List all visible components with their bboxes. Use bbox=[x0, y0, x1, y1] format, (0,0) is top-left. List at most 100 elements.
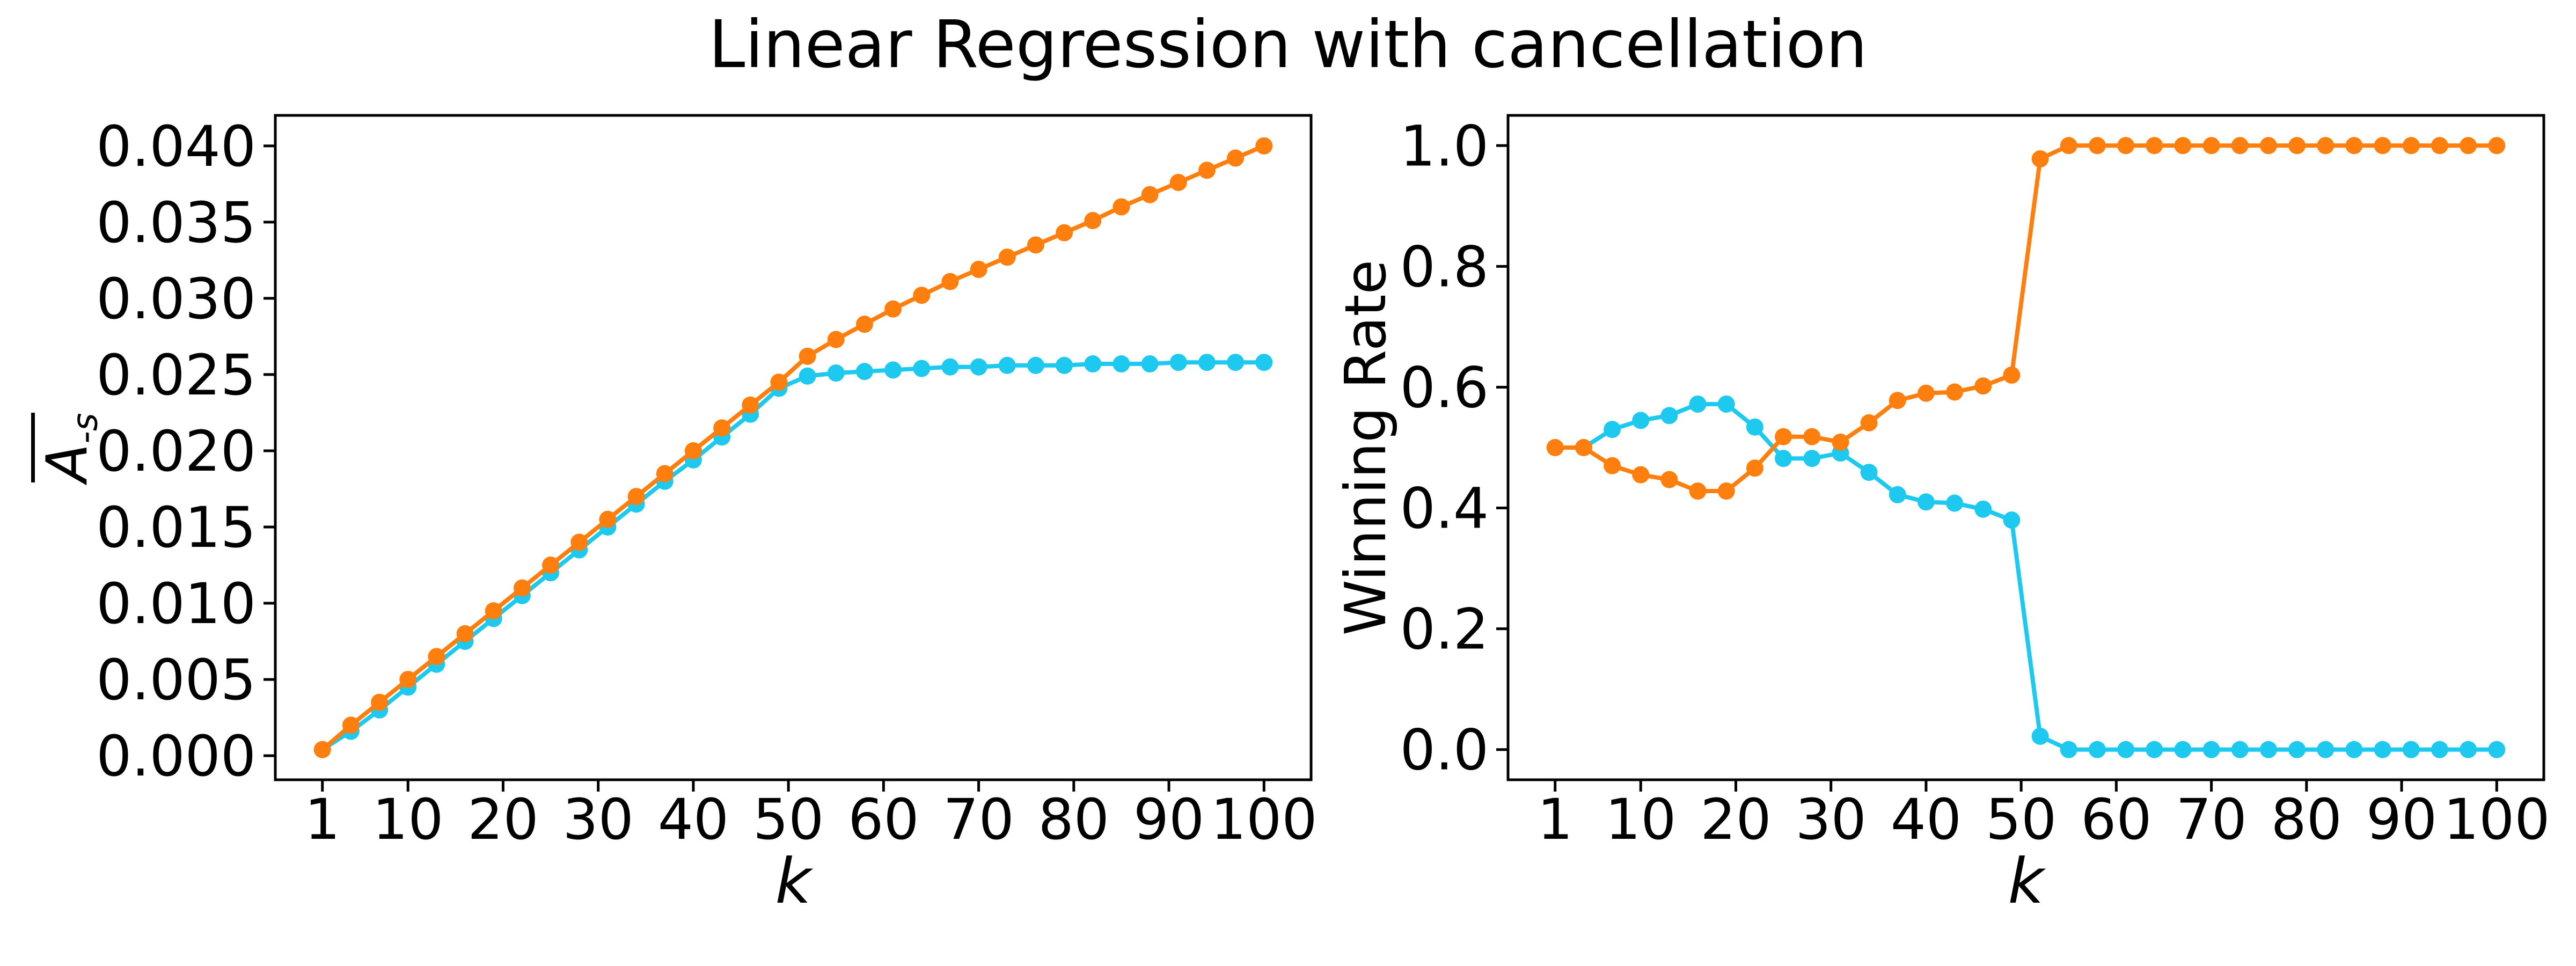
left-panel-y-tick-label: 0.025 bbox=[96, 342, 256, 408]
right-panel-point-cyan bbox=[1775, 450, 1792, 467]
right-panel-point-cyan bbox=[1632, 412, 1650, 429]
left-panel-x-tick-label: 40 bbox=[658, 787, 729, 852]
left-panel-y-tick-label: 0.015 bbox=[96, 495, 256, 560]
right-panel-point-orange bbox=[2117, 137, 2135, 155]
right-panel-y-tick-label: 0.6 bbox=[1400, 355, 1489, 420]
left-panel-x-tick-label: 90 bbox=[1133, 787, 1204, 852]
left-x-axis-label: k bbox=[775, 845, 811, 918]
right-panel-spines bbox=[1506, 114, 2545, 781]
left-panel-point-cyan bbox=[799, 367, 816, 385]
left-panel-x-tick-label: 80 bbox=[1038, 787, 1109, 852]
figure-title: Linear Regression with cancellation bbox=[708, 6, 1868, 83]
right-panel-x-tick-label: 30 bbox=[1796, 787, 1867, 852]
right-panel-point-orange bbox=[2374, 137, 2391, 155]
right-panel-point-cyan bbox=[2374, 741, 2391, 758]
right-panel-point-cyan bbox=[1717, 395, 1735, 413]
right-panel-point-orange bbox=[1660, 471, 1678, 488]
right-panel-point-orange bbox=[2259, 137, 2277, 155]
left-panel-point-orange bbox=[998, 248, 1016, 266]
left-panel-point-cyan bbox=[1056, 356, 1073, 374]
left-panel-point-orange bbox=[1198, 162, 1216, 179]
left-panel-point-orange bbox=[742, 396, 759, 414]
right-panel-x-tick-label: 80 bbox=[2271, 787, 2342, 852]
right-panel-point-cyan bbox=[2003, 511, 2021, 529]
left-panel-y-tick-label: 0.040 bbox=[96, 114, 256, 179]
left-panel-point-orange bbox=[1255, 137, 1273, 155]
left-panel-point-orange bbox=[1113, 198, 1130, 216]
left-panel-x-tick-label: 50 bbox=[753, 787, 824, 852]
left-panel-point-cyan bbox=[913, 360, 931, 377]
right-panel-point-cyan bbox=[1889, 486, 1906, 503]
right-panel-point-cyan bbox=[2345, 741, 2363, 758]
right-panel-point-orange bbox=[1889, 392, 1906, 409]
left-panel-x-tick-label: 70 bbox=[943, 787, 1014, 852]
right-panel-point-orange bbox=[2146, 137, 2163, 155]
right-panel-point-orange bbox=[2202, 137, 2220, 155]
right-panel-point-cyan bbox=[2117, 741, 2135, 758]
right-panel-point-cyan bbox=[1860, 464, 1878, 481]
left-panel-x-tick-label: 20 bbox=[467, 787, 538, 852]
left-panel-point-orange bbox=[371, 693, 389, 711]
right-panel-point-orange bbox=[2345, 137, 2363, 155]
left-panel-point-cyan bbox=[1198, 354, 1216, 371]
left-panel-point-cyan bbox=[1227, 354, 1245, 371]
minus-s-subscript: -s bbox=[65, 413, 106, 444]
left-panel-x-tick-label: 10 bbox=[372, 787, 443, 852]
right-panel-point-orange bbox=[1546, 439, 1564, 456]
right-panel-point-orange bbox=[1746, 459, 1763, 477]
left-panel-spines bbox=[274, 114, 1313, 781]
right-panel-point-orange bbox=[2174, 137, 2192, 155]
left-panel-point-orange bbox=[542, 557, 560, 574]
left-panel-x-tick-label: 60 bbox=[848, 787, 919, 852]
right-panel-point-orange bbox=[2431, 137, 2448, 155]
left-panel-point-orange bbox=[713, 419, 731, 437]
left-panel-x-tick-label: 30 bbox=[563, 787, 634, 852]
left-panel-point-orange bbox=[627, 488, 645, 506]
right-panel-point-cyan bbox=[2231, 741, 2249, 758]
right-panel-y-tick-label: 0.8 bbox=[1400, 234, 1489, 299]
left-panel-point-cyan bbox=[1141, 355, 1159, 373]
right-panel-point-cyan bbox=[1660, 407, 1678, 425]
right-panel-y-tick-label: 0.2 bbox=[1400, 597, 1489, 662]
A-bar-minus-s-label: A-s bbox=[31, 413, 106, 482]
right-panel-point-cyan bbox=[1974, 500, 1992, 518]
left-panel-point-cyan bbox=[941, 358, 959, 376]
right-panel-x-tick-label: 10 bbox=[1605, 787, 1676, 852]
left-panel-point-orange bbox=[570, 533, 588, 551]
left-panel-series-cyan bbox=[313, 354, 1273, 758]
left-panel-y-tick-label: 0.005 bbox=[96, 647, 256, 713]
left-panel-point-orange bbox=[456, 625, 474, 642]
right-panel-point-orange bbox=[2488, 137, 2506, 155]
right-panel-point-orange bbox=[1860, 414, 1878, 431]
left-panel-point-orange bbox=[428, 648, 445, 665]
left-y-axis-label: A-s bbox=[31, 287, 106, 609]
right-panel-point-orange bbox=[2402, 137, 2420, 155]
left-panel-point-cyan bbox=[1169, 354, 1187, 371]
right-panel-point-cyan bbox=[2460, 741, 2477, 758]
left-panel-point-cyan bbox=[884, 361, 902, 379]
left-panel-y-tick-label: 0.035 bbox=[96, 190, 256, 255]
left-panel-y-tick-label: 0.000 bbox=[96, 723, 256, 789]
right-panel-point-cyan bbox=[2060, 741, 2077, 758]
right-panel-point-orange bbox=[2003, 366, 2021, 384]
right-panel-x-tick-label: 1 bbox=[1538, 787, 1573, 852]
left-panel-point-orange bbox=[599, 510, 617, 528]
left-panel-point-orange bbox=[799, 347, 816, 365]
right-panel-point-orange bbox=[1974, 377, 1992, 395]
right-panel-point-orange bbox=[2088, 137, 2106, 155]
left-panel-point-orange bbox=[1169, 173, 1187, 191]
right-panel-point-orange bbox=[1775, 428, 1792, 445]
left-panel-point-orange bbox=[1027, 236, 1044, 254]
right-panel-point-cyan bbox=[1689, 395, 1707, 413]
left-panel-point-orange bbox=[313, 741, 331, 758]
left-panel-point-orange bbox=[913, 287, 931, 304]
right-panel-point-cyan bbox=[2088, 741, 2106, 758]
left-panel-x-tick-label: 100 bbox=[1211, 787, 1318, 852]
right-panel-point-orange bbox=[1689, 482, 1707, 500]
left-panel: 1 10 20 30 40 50 60 70 80 90 100 0.000 0.005 0.010 0.0… bbox=[96, 114, 1317, 852]
right-panel-point-orange bbox=[1917, 384, 1935, 402]
right-panel-point-cyan bbox=[2402, 741, 2420, 758]
left-panel-y-tick-label: 0.030 bbox=[96, 266, 256, 332]
right-panel-point-cyan bbox=[2288, 741, 2306, 758]
